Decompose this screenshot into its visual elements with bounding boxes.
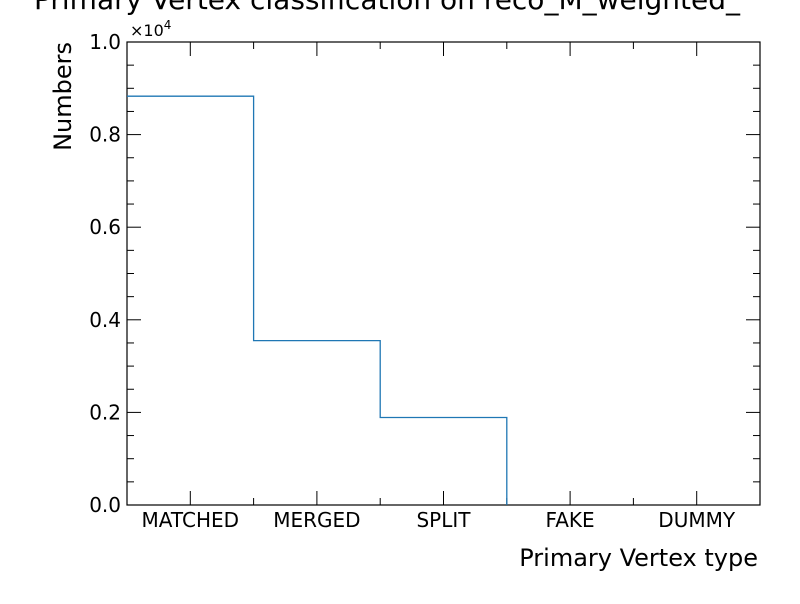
chart-title: Primary Vertex classification on reco_M_… (34, 0, 741, 16)
y-axis-scale-exponent: ×104 (130, 18, 171, 40)
y-tick-label: 0.4 (89, 308, 121, 332)
y-scale-multiplier: ×10 (130, 21, 164, 40)
x-tick-label-dummy: DUMMY (658, 508, 736, 532)
x-tick-label-matched: MATCHED (142, 508, 239, 532)
x-tick-label-split: SPLIT (416, 508, 471, 532)
y-axis-label: Numbers (49, 42, 77, 151)
y-tick-label: 0.0 (89, 493, 121, 517)
y-tick-label: 1.0 (89, 30, 121, 54)
y-tick-label: 0.6 (89, 215, 121, 239)
y-scale-exponent: 4 (164, 18, 172, 32)
x-tick-label-fake: FAKE (546, 508, 595, 532)
plot-frame (126, 41, 761, 506)
x-axis-ticks (126, 42, 761, 505)
x-axis-tick-labels: MATCHED MERGED SPLIT FAKE DUMMY (142, 508, 736, 532)
x-axis-label: Primary Vertex type (519, 544, 758, 572)
y-axis-ticks (127, 41, 760, 506)
histogram-step-line (127, 95, 508, 505)
x-tick-label-merged: MERGED (273, 508, 360, 532)
y-axis-tick-labels: 0.0 0.2 0.4 0.6 0.8 1.0 (89, 30, 121, 517)
y-tick-label: 0.8 (89, 123, 121, 147)
y-tick-label: 0.2 (89, 400, 121, 424)
